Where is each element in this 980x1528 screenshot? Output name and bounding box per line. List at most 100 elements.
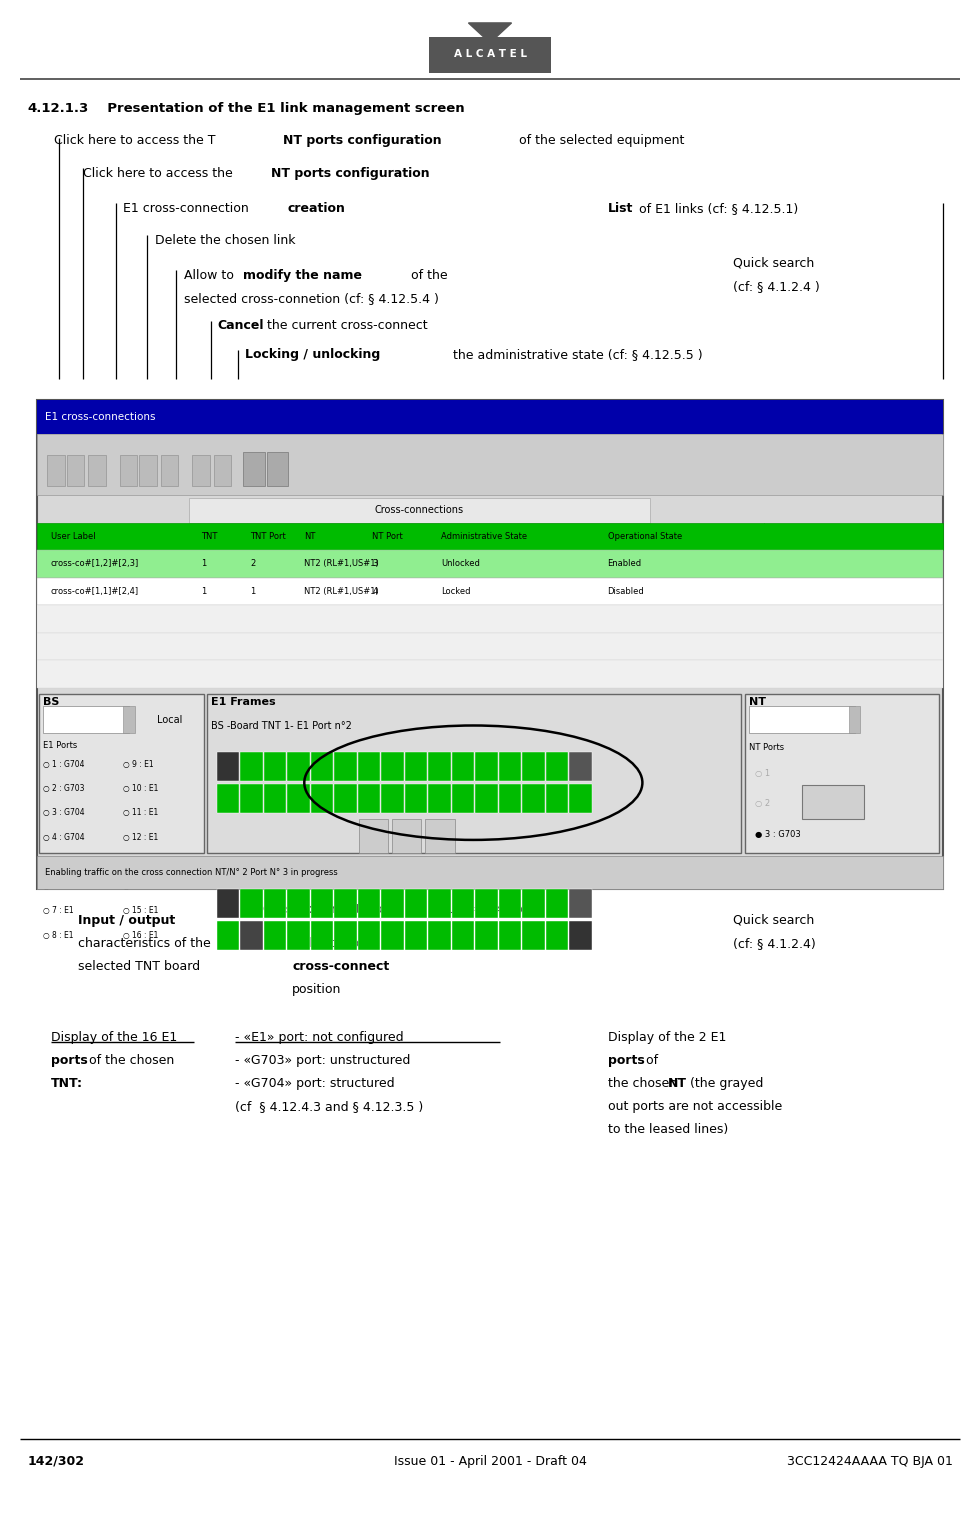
Bar (546, 752, 568, 781)
Text: Enabling traffic on the cross connection NT/N° 2 Port N° 3 in progress: Enabling traffic on the cross connection… (45, 868, 338, 877)
Bar (37, 400, 943, 434)
Text: 21: 21 (340, 796, 350, 801)
Text: (the grayed: (the grayed (686, 1077, 763, 1091)
Text: 17: 17 (246, 934, 256, 938)
Text: E1 cross-connections: E1 cross-connections (45, 413, 156, 422)
Bar (475, 921, 498, 950)
Text: 9: 9 (437, 902, 441, 906)
Bar (189, 498, 650, 523)
Text: E1 cross-connection: E1 cross-connection (122, 202, 252, 215)
Bar (37, 550, 943, 578)
Text: E1 Ports: E1 Ports (43, 741, 77, 750)
Text: Display of the 2 E1: Display of the 2 E1 (608, 1031, 730, 1045)
Text: ►: ► (436, 831, 444, 840)
Bar (207, 694, 741, 853)
Polygon shape (468, 23, 512, 43)
Bar (39, 694, 204, 853)
Text: 16: 16 (222, 934, 232, 938)
Bar (334, 752, 357, 781)
Text: TNT:: TNT: (51, 1077, 83, 1091)
Text: Locked: Locked (441, 587, 470, 596)
Text: NT: NT (668, 1077, 687, 1091)
Text: Close: Close (819, 798, 847, 807)
Text: Cross-connect: Cross-connect (263, 903, 362, 917)
Bar (264, 784, 286, 813)
Text: 1: 1 (250, 587, 255, 596)
Text: 10: 10 (458, 902, 467, 906)
Text: 20: 20 (317, 934, 326, 938)
Bar (428, 784, 451, 813)
Bar (287, 889, 310, 918)
Text: Enabled: Enabled (608, 559, 642, 568)
Text: ○ 4 : G704: ○ 4 : G704 (43, 833, 84, 842)
Bar (452, 784, 474, 813)
Bar (311, 889, 333, 918)
Bar (192, 455, 210, 486)
Text: ○ 16 : E1: ○ 16 : E1 (123, 931, 159, 940)
Text: 14: 14 (552, 764, 562, 769)
Text: position: position (292, 983, 341, 996)
Text: ◄: ◄ (369, 831, 377, 840)
Bar (522, 752, 545, 781)
Text: 19: 19 (293, 796, 303, 801)
Bar (428, 752, 451, 781)
Bar (264, 752, 286, 781)
Bar (311, 921, 333, 950)
Text: the administrative state (cf: § 4.12.5.5 ): the administrative state (cf: § 4.12.5.5… (449, 348, 703, 362)
Text: of the chosen: of the chosen (85, 1054, 178, 1068)
Bar (287, 752, 310, 781)
Text: Indicator of: Indicator of (292, 937, 368, 950)
Bar (745, 694, 939, 853)
Text: TNT Port: TNT Port (250, 532, 285, 541)
Bar (287, 784, 310, 813)
Bar (37, 605, 943, 633)
Text: TNT: TNT (201, 532, 218, 541)
Text: 6: 6 (367, 902, 370, 906)
Text: (cf: § 4.1.2.4): (cf: § 4.1.2.4) (733, 937, 815, 950)
Text: - «G703» port: unstructured: - «G703» port: unstructured (235, 1054, 411, 1068)
Bar (217, 889, 239, 918)
Bar (849, 706, 860, 733)
Text: 13: 13 (528, 902, 538, 906)
Text: 22: 22 (365, 934, 372, 938)
Text: BS: BS (43, 697, 60, 707)
Bar (334, 921, 357, 950)
Text: 3: 3 (296, 902, 300, 906)
Text: selected TNT board: selected TNT board (78, 960, 201, 973)
Text: E1 Frames: E1 Frames (211, 697, 275, 707)
Text: Input / output: Input / output (78, 914, 175, 927)
Text: Click here to access the: Click here to access the (83, 167, 237, 180)
Bar (311, 752, 333, 781)
Text: 2: 2 (250, 559, 255, 568)
Text: Allow to: Allow to (184, 269, 238, 283)
Text: 1: 1 (201, 587, 206, 596)
Bar (381, 784, 404, 813)
Text: 30: 30 (552, 934, 562, 938)
Bar (37, 400, 943, 889)
Text: Delete the chosen link: Delete the chosen link (155, 234, 295, 248)
Bar (522, 889, 545, 918)
Bar (217, 921, 239, 950)
Text: 23: 23 (387, 934, 397, 938)
Text: 26: 26 (458, 934, 467, 938)
Bar (569, 784, 592, 813)
Text: ○ 9 : E1: ○ 9 : E1 (123, 759, 154, 769)
Text: 7: 7 (390, 764, 394, 769)
Text: 0: 0 (225, 902, 229, 906)
Bar (381, 752, 404, 781)
Bar (499, 921, 521, 950)
Bar (217, 784, 239, 813)
Text: Unlocked: Unlocked (441, 559, 480, 568)
Text: 7: 7 (390, 902, 394, 906)
Bar (240, 784, 263, 813)
Bar (381, 889, 404, 918)
Text: characteristics of the: characteristics of the (78, 937, 211, 950)
Text: 23: 23 (387, 796, 397, 801)
Text: Issue 01 - April 2001 - Draft 04: Issue 01 - April 2001 - Draft 04 (394, 1455, 586, 1468)
Bar (123, 706, 135, 733)
Text: 22: 22 (365, 796, 372, 801)
Text: 29: 29 (528, 934, 538, 938)
Bar (429, 37, 551, 73)
Text: selected cross-connetion (cf: § 4.12.5.4 ): selected cross-connetion (cf: § 4.12.5.4… (184, 292, 439, 306)
Bar (499, 784, 521, 813)
